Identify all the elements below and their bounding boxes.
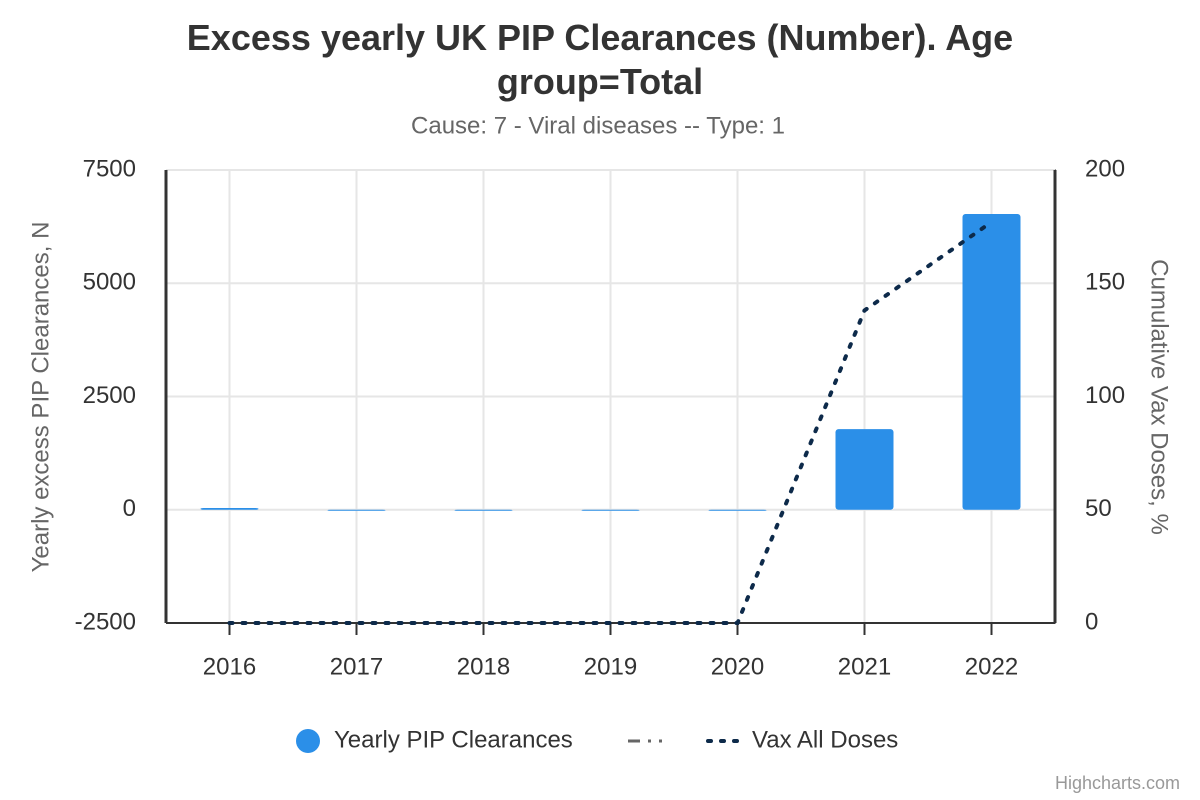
x-tick-label: 2017 xyxy=(330,653,383,680)
y2-tick-label: 200 xyxy=(1085,155,1125,182)
bar xyxy=(581,509,640,511)
bar xyxy=(962,213,1021,510)
x-tick-label: 2021 xyxy=(838,653,891,680)
y-tick-label: 7500 xyxy=(83,155,136,182)
x-tick-label: 2022 xyxy=(965,653,1018,680)
legend-icon xyxy=(296,729,320,753)
y-tick-label: 5000 xyxy=(83,269,136,296)
legend-label: Vax All Doses xyxy=(752,726,898,753)
y2-tick-label: 150 xyxy=(1085,269,1125,296)
y-axis-title: Yearly excess PIP Clearances, N xyxy=(27,222,54,573)
bar xyxy=(200,507,259,510)
bar xyxy=(454,509,513,511)
legend-label: Yearly PIP Clearances xyxy=(334,726,573,753)
line xyxy=(227,220,994,625)
y-tick-label: -2500 xyxy=(75,608,136,635)
credit: Highcharts.com xyxy=(1055,773,1180,793)
x-tick-label: 2019 xyxy=(584,653,637,680)
y-tick-label: 0 xyxy=(123,495,136,522)
x-tick-label: 2016 xyxy=(203,653,256,680)
x-tick-label: 2018 xyxy=(457,653,510,680)
bar xyxy=(835,429,894,510)
y2-axis-title: Cumulative Vax Doses, % xyxy=(1146,259,1173,535)
subtitle: Cause: 7 - Viral diseases -- Type: 1 xyxy=(411,112,785,139)
y2-tick-label: 100 xyxy=(1085,382,1125,409)
y2-tick-label: 50 xyxy=(1085,495,1112,522)
y2-tick-label: 0 xyxy=(1085,608,1098,635)
bar xyxy=(708,509,767,511)
x-tick-label: 2020 xyxy=(711,653,764,680)
y-tick-label: 2500 xyxy=(83,382,136,409)
bar xyxy=(327,509,386,511)
chart-title: Excess yearly UK PIP Clearances (Number)… xyxy=(186,17,1014,102)
